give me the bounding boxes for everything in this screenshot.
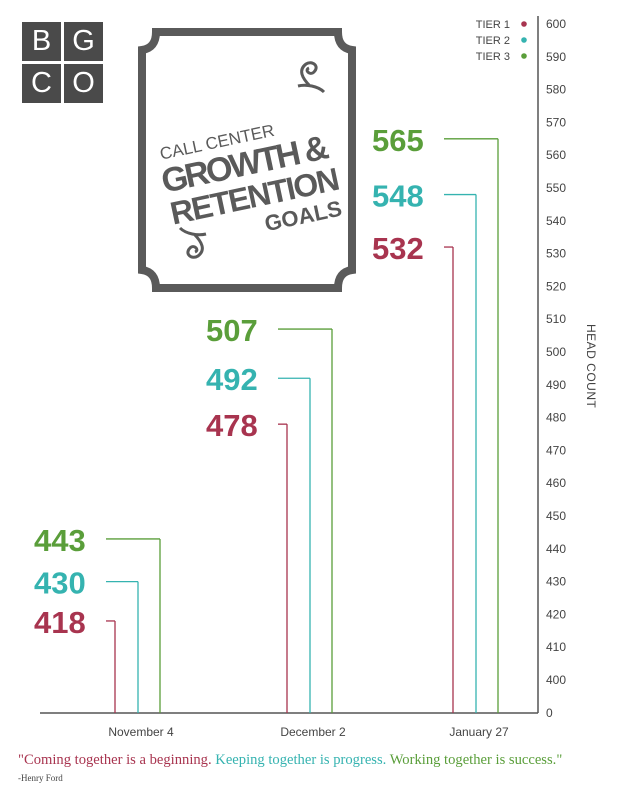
x-tick-label: December 2: [280, 725, 346, 739]
logo-letter: B: [22, 22, 61, 61]
data-label: 430: [34, 566, 86, 601]
legend-label: TIER 2: [476, 35, 510, 47]
y-tick-label: 460: [546, 476, 566, 490]
logo-letter: C: [22, 64, 61, 103]
data-label: 532: [372, 231, 424, 266]
quote: "Coming together is a beginning. Keeping…: [18, 752, 608, 769]
logo-letter: G: [64, 22, 103, 61]
data-label: 565: [372, 123, 424, 158]
flourish-ornament-bottom: [178, 226, 207, 259]
data-label: 548: [372, 179, 424, 214]
x-tick-label: January 27: [449, 725, 509, 739]
y-tick-label: 560: [546, 148, 566, 162]
y-tick-label: 570: [546, 115, 566, 129]
data-label: 418: [34, 605, 86, 640]
y-tick-label: 550: [546, 181, 566, 195]
y-tick-label: 430: [546, 575, 566, 589]
y-tick-label: 580: [546, 83, 566, 97]
data-label: 492: [206, 362, 258, 397]
legend-label: TIER 1: [476, 19, 510, 31]
quote-part3: Working together is success.": [389, 752, 563, 768]
quote-part1: "Coming together is a beginning.: [18, 752, 212, 768]
legend-marker: [521, 37, 527, 43]
x-tick-label: November 4: [108, 725, 174, 739]
y-tick-label: 480: [546, 411, 566, 425]
frame-border: [138, 28, 356, 292]
y-tick-label: 490: [546, 378, 566, 392]
bgco-logo: B G C O: [22, 22, 104, 104]
y-tick-label: 600: [546, 17, 566, 31]
data-label: 478: [206, 408, 258, 443]
y-tick-label: 510: [546, 312, 566, 326]
data-label: 443: [34, 523, 86, 558]
y-tick-label: 0: [546, 706, 553, 720]
y-tick-label: 530: [546, 247, 566, 261]
y-tick-label: 450: [546, 509, 566, 523]
y-tick-label: 410: [546, 640, 566, 654]
quote-part2: Keeping together is progress.: [215, 752, 387, 768]
data-label: 507: [206, 313, 258, 348]
y-tick-label: 540: [546, 214, 566, 228]
y-tick-label: 420: [546, 607, 566, 621]
legend-label: TIER 3: [476, 51, 510, 63]
y-tick-label: 470: [546, 443, 566, 457]
quote-author: -Henry Ford: [18, 773, 63, 783]
logo-letter: O: [64, 64, 103, 103]
y-tick-label: 400: [546, 673, 566, 687]
y-tick-label: 440: [546, 542, 566, 556]
legend-marker: [521, 53, 527, 59]
flourish-ornament-top: [297, 61, 326, 94]
legend-marker: [521, 21, 527, 27]
y-tick-label: 520: [546, 279, 566, 293]
y-tick-label: 590: [546, 50, 566, 64]
y-axis-label: HEAD COUNT: [584, 324, 598, 409]
title-frame: CALL CENTER GROWTH & RETENTION GOALS: [138, 28, 356, 292]
y-tick-label: 500: [546, 345, 566, 359]
